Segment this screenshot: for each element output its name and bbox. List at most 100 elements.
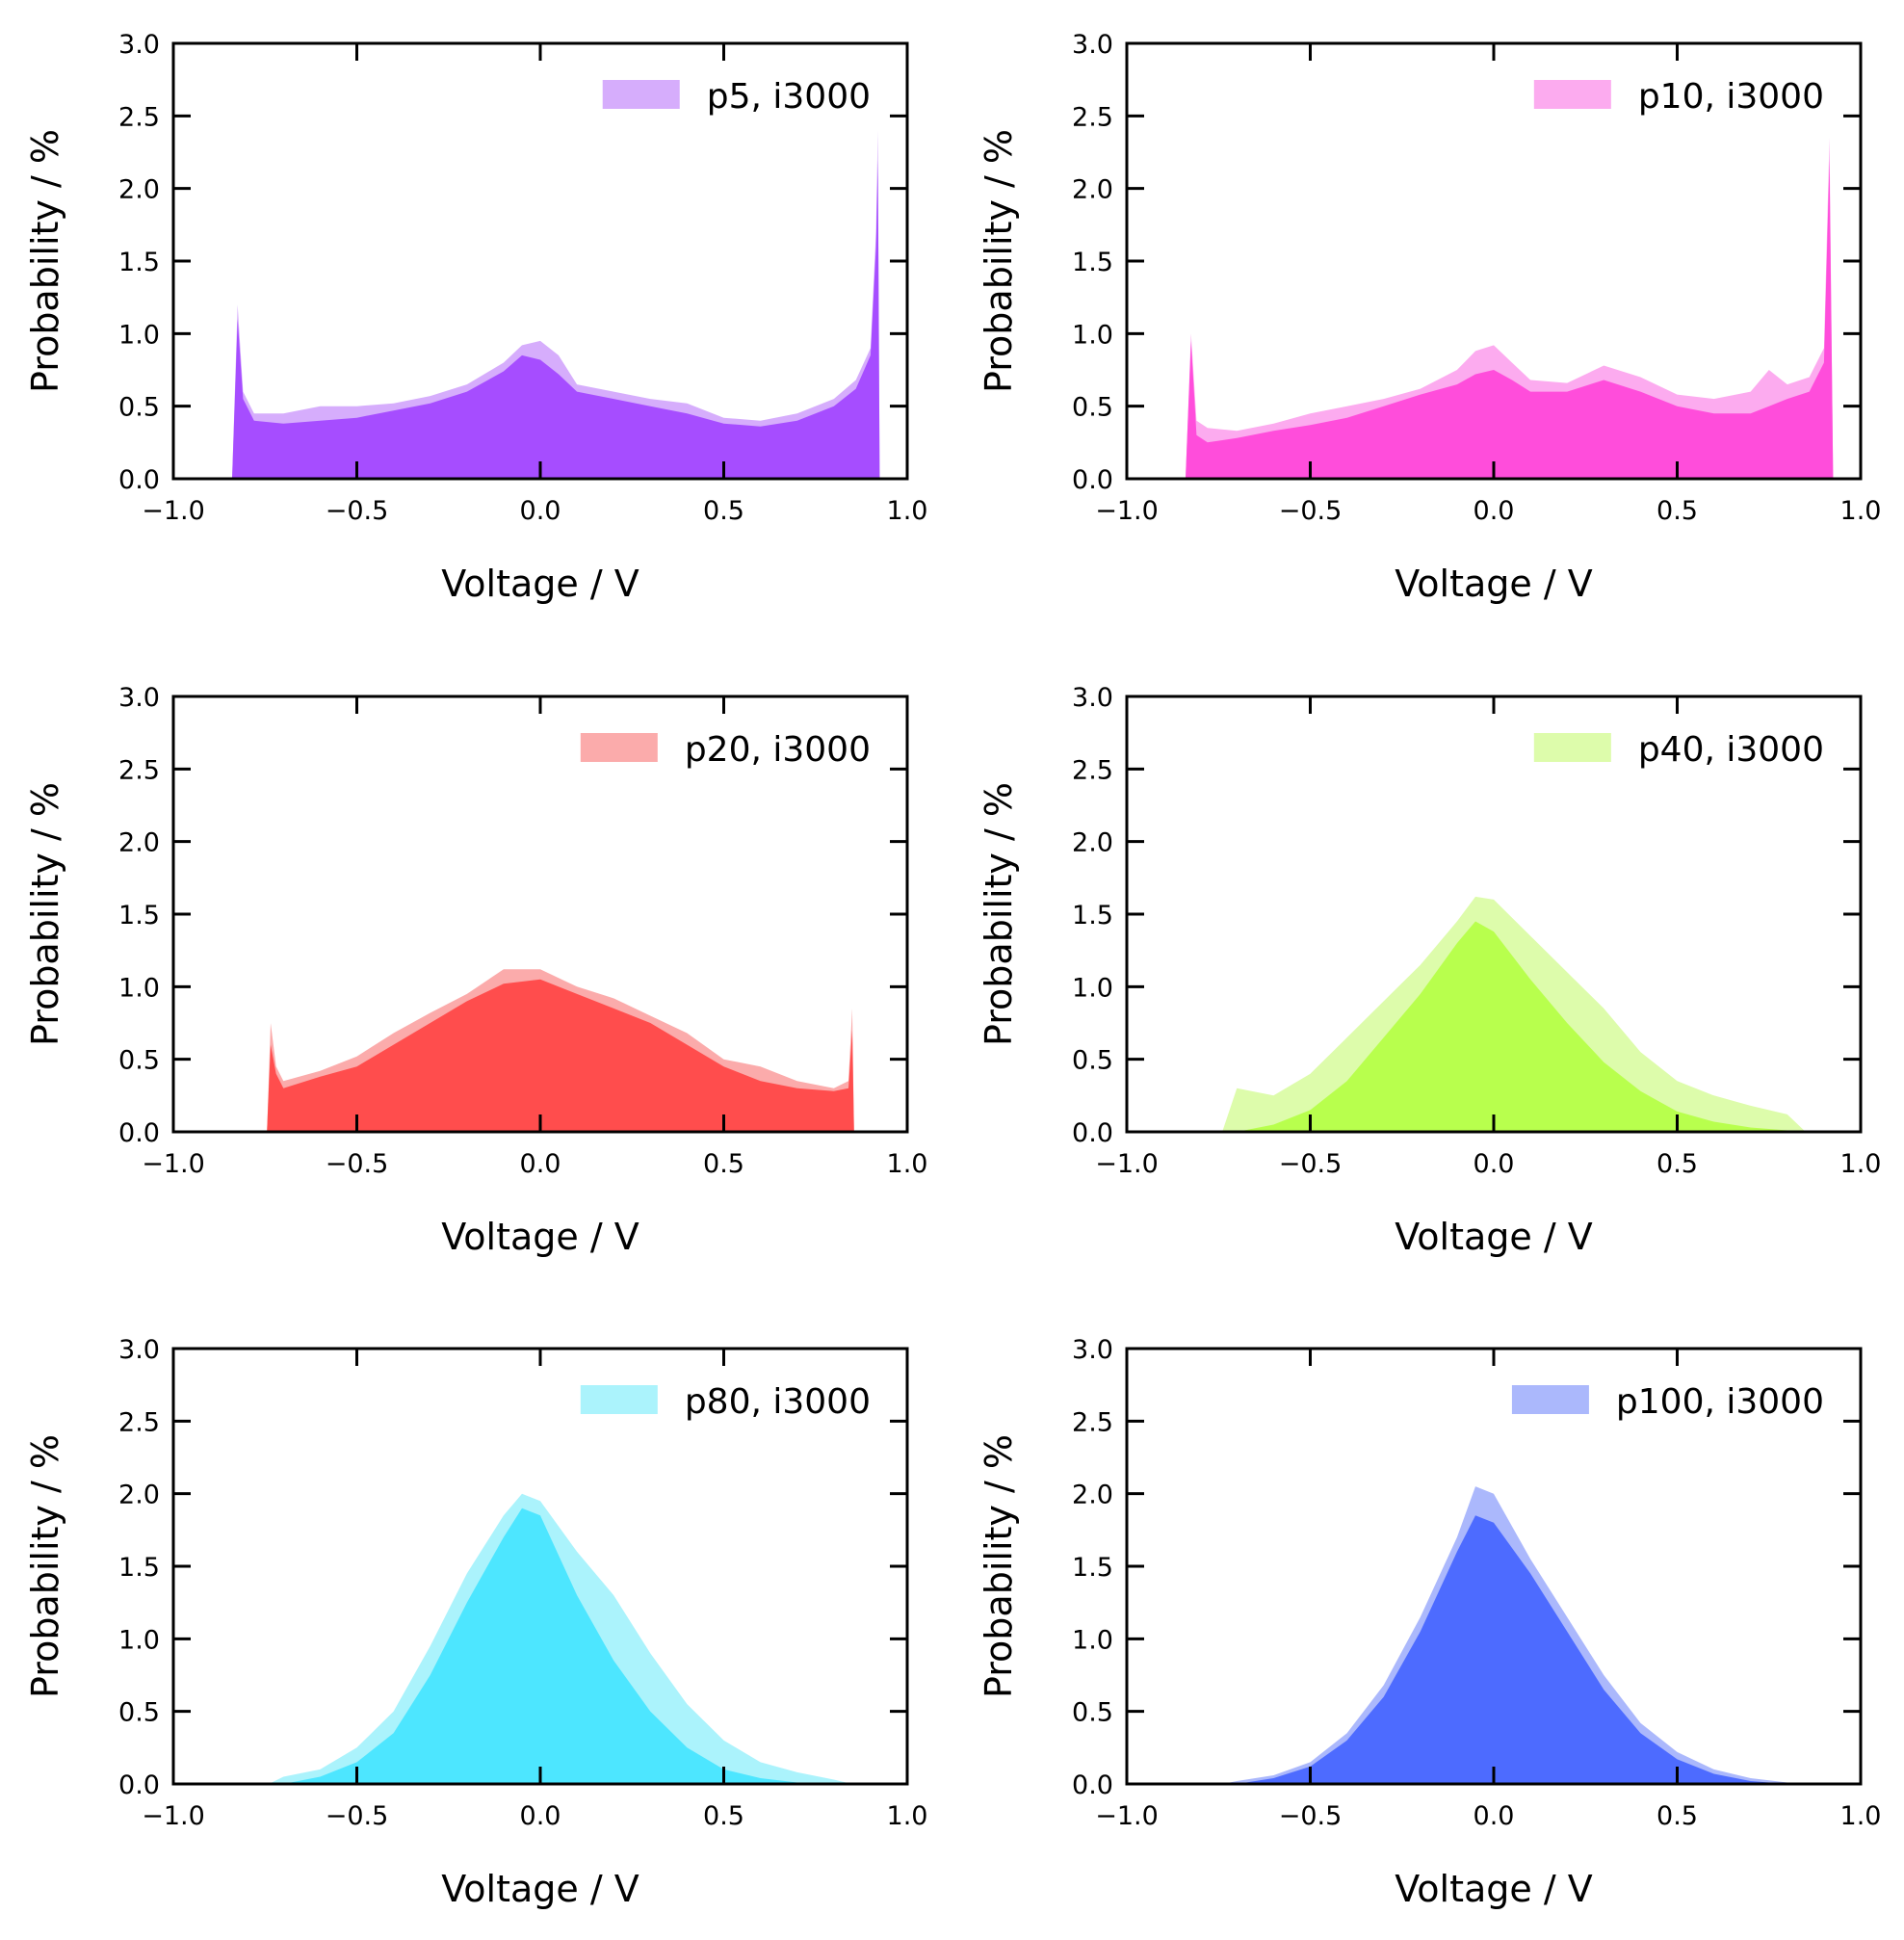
y-tick-label: 2.0 — [118, 175, 160, 205]
x-tick-label: 0.0 — [520, 496, 561, 526]
histogram-area — [1222, 1515, 1795, 1784]
x-tick-label: 0.0 — [1474, 1149, 1515, 1179]
y-tick-label: 2.0 — [1072, 175, 1113, 205]
y-tick-label: 2.0 — [118, 828, 160, 858]
y-axis-label: Probability / % — [24, 782, 66, 1046]
x-tick-label: −0.5 — [1279, 1801, 1343, 1831]
x-tick-label: −0.5 — [1279, 496, 1343, 526]
x-tick-label: −0.5 — [326, 1149, 389, 1179]
y-tick-label: 2.0 — [1072, 828, 1113, 858]
panel-3: −1.0 −0.5 0.0 0.5 1.0 0.0 0.5 1.0 1.5 2.0 2.5 3.0 Vo… — [24, 683, 927, 1258]
histogram-area — [267, 979, 854, 1132]
legend: p100, i3000 — [1511, 1382, 1824, 1422]
x-tick-label: 0.0 — [1474, 1801, 1515, 1831]
x-axis-label: Voltage / V — [441, 1216, 639, 1258]
y-tick-label: 0.0 — [1072, 465, 1113, 495]
y-tick-label: 2.5 — [118, 1407, 160, 1437]
legend: p5, i3000 — [602, 77, 871, 117]
x-tick-label: 0.5 — [1656, 496, 1698, 526]
y-tick-label: 2.5 — [1072, 102, 1113, 132]
legend: p10, i3000 — [1533, 77, 1824, 117]
y-tick-label: 1.0 — [1072, 1625, 1113, 1655]
y-tick-label: 1.0 — [118, 1625, 160, 1655]
x-axis-label: Voltage / V — [1395, 1216, 1593, 1258]
y-tick-label: 2.0 — [118, 1481, 160, 1510]
legend-label: p5, i3000 — [707, 77, 871, 117]
y-tick-label: 0.0 — [118, 465, 160, 495]
x-axis-label: Voltage / V — [441, 1868, 639, 1910]
x-tick-label: 0.0 — [520, 1801, 561, 1831]
y-tick-label: 1.0 — [1072, 973, 1113, 1003]
y-tick-label: 3.0 — [118, 683, 160, 713]
y-tick-label: 0.5 — [118, 1698, 160, 1728]
y-tick-label: 2.5 — [1072, 1407, 1113, 1437]
y-tick-label: 0.0 — [118, 1118, 160, 1148]
y-tick-label: 2.0 — [1072, 1481, 1113, 1510]
y-tick-label: 1.5 — [118, 248, 160, 277]
x-tick-label: 1.0 — [1840, 496, 1882, 526]
panel-2: −1.0 −0.5 0.0 0.5 1.0 0.0 0.5 1.0 1.5 2.0 2.5 3.0 Vo… — [978, 30, 1881, 605]
y-tick-label: 0.5 — [118, 1046, 160, 1076]
y-tick-label: 0.0 — [1072, 1118, 1113, 1148]
y-tick-label: 1.5 — [118, 901, 160, 931]
x-tick-label: −0.5 — [1279, 1149, 1343, 1179]
y-tick-label: 1.0 — [118, 973, 160, 1003]
x-tick-label: −1.0 — [142, 496, 205, 526]
x-axis-label: Voltage / V — [1395, 1868, 1593, 1910]
x-tick-label: −0.5 — [326, 496, 389, 526]
panel-6: −1.0 −0.5 0.0 0.5 1.0 0.0 0.5 1.0 1.5 2.0 2.5 3.0 Vo… — [978, 1335, 1881, 1910]
panel-4: −1.0 −0.5 0.0 0.5 1.0 0.0 0.5 1.0 1.5 2.0 2.5 3.0 Vo… — [978, 683, 1881, 1258]
x-tick-label: −1.0 — [1095, 1149, 1159, 1179]
y-tick-label: 0.0 — [1072, 1770, 1113, 1800]
y-tick-label: 1.5 — [118, 1553, 160, 1583]
x-axis-label: Voltage / V — [1395, 563, 1593, 605]
x-tick-label: −0.5 — [326, 1801, 389, 1831]
legend-swatch — [1533, 80, 1611, 109]
y-tick-label: 1.5 — [1072, 901, 1113, 931]
y-tick-label: 2.5 — [118, 755, 160, 785]
panel-5: −1.0 −0.5 0.0 0.5 1.0 0.0 0.5 1.0 1.5 2.0 2.5 3.0 Vo… — [24, 1335, 927, 1910]
histogram-area — [1222, 921, 1806, 1132]
x-tick-label: 1.0 — [1840, 1149, 1882, 1179]
y-tick-label: 2.5 — [1072, 755, 1113, 785]
x-tick-label: −1.0 — [142, 1801, 205, 1831]
x-tick-label: 1.0 — [887, 1801, 928, 1831]
y-tick-label: 0.5 — [118, 393, 160, 423]
legend: p80, i3000 — [580, 1382, 871, 1422]
x-tick-label: 0.5 — [703, 496, 744, 526]
legend-swatch — [580, 1385, 658, 1414]
x-tick-label: 1.0 — [887, 1149, 928, 1179]
y-tick-label: 1.5 — [1072, 248, 1113, 277]
y-tick-label: 3.0 — [118, 1335, 160, 1365]
y-axis-label: Probability / % — [978, 782, 1020, 1046]
x-tick-label: 0.5 — [703, 1801, 744, 1831]
panel-1: −1.0 −0.5 0.0 0.5 1.0 0.0 0.5 1.0 1.5 2.0 2.5 3.0 Vo… — [24, 30, 927, 605]
y-tick-label: 1.0 — [118, 320, 160, 350]
x-tick-label: 1.0 — [887, 496, 928, 526]
x-tick-label: 0.5 — [703, 1149, 744, 1179]
legend-label: p100, i3000 — [1616, 1382, 1824, 1422]
x-axis-label: Voltage / V — [441, 563, 639, 605]
histogram-area — [232, 159, 880, 479]
y-tick-label: 3.0 — [1072, 30, 1113, 60]
y-tick-label: 0.0 — [118, 1770, 160, 1800]
legend: p40, i3000 — [1533, 730, 1824, 770]
legend: p20, i3000 — [580, 730, 871, 770]
y-tick-label: 3.0 — [1072, 683, 1113, 713]
y-tick-label: 0.5 — [1072, 393, 1113, 423]
legend-label: p10, i3000 — [1638, 77, 1824, 117]
y-tick-label: 3.0 — [1072, 1335, 1113, 1365]
legend-label: p20, i3000 — [685, 730, 871, 770]
y-tick-label: 3.0 — [118, 30, 160, 60]
histogram-area — [1186, 159, 1834, 479]
y-axis-label: Probability / % — [978, 1434, 1020, 1698]
legend-swatch — [1511, 1385, 1589, 1414]
y-axis-label: Probability / % — [24, 129, 66, 393]
legend-swatch — [1533, 733, 1611, 762]
y-axis-label: Probability / % — [978, 129, 1020, 393]
y-tick-label: 0.5 — [1072, 1698, 1113, 1728]
histogram-area — [269, 1507, 852, 1784]
x-tick-label: 0.0 — [1474, 496, 1515, 526]
x-tick-label: −1.0 — [1095, 1801, 1159, 1831]
